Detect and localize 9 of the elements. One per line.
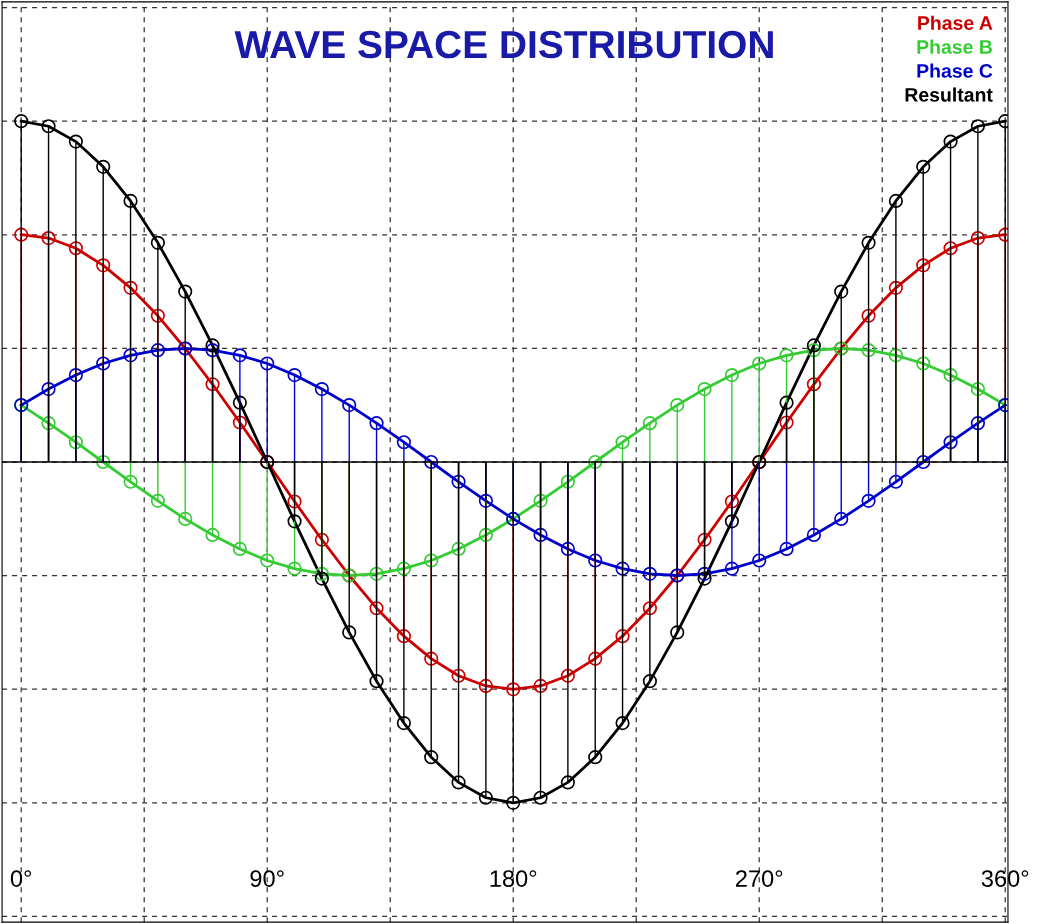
text: Phase C [917, 63, 993, 78]
series-label: Resultant [905, 87, 993, 102]
x-tick-label: 0° [10, 870, 32, 887]
x-tick-label: 180° [490, 870, 537, 887]
chart-title: WAVE SPACE DISTRIBUTION [234, 30, 773, 59]
x-tick-label: 90° [250, 870, 284, 887]
x-tick-label: 270° [736, 870, 783, 887]
text: Phase A [918, 15, 993, 30]
text: Phase B [917, 39, 992, 54]
